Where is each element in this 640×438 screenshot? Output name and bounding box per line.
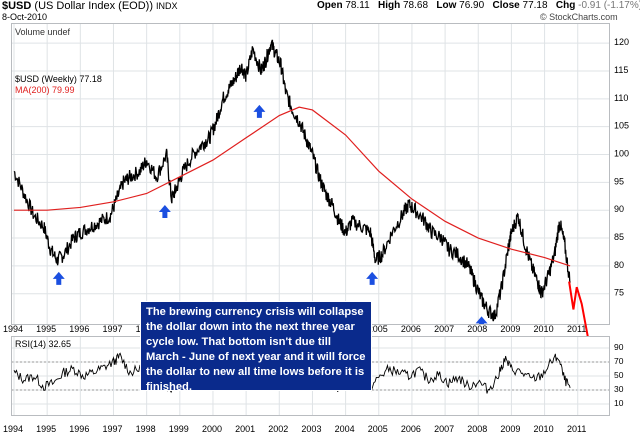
rsi-x-tick-label: 2008	[467, 424, 487, 434]
y-tick-label: 120	[614, 37, 629, 47]
x-tick-label: 1995	[36, 324, 56, 334]
x-tick-label: 2008	[467, 324, 487, 334]
rsi-x-tick-label: 1994	[3, 424, 23, 434]
price-chart	[12, 24, 609, 324]
x-tick-label: 1997	[102, 324, 122, 334]
chg-value: -0.91 (-1.17%)	[578, 0, 640, 11]
y-tick-label: 100	[614, 149, 629, 159]
watermark: © StockCharts.com	[540, 12, 618, 22]
annotation-box: The brewing currency crisis will collaps…	[140, 301, 372, 393]
rsi-x-tick-label: 2009	[500, 424, 520, 434]
price-legend: $USD (Weekly) 77.18	[15, 74, 102, 84]
x-tick-label: 2011	[567, 324, 586, 334]
rsi-x-tick-label: 2002	[268, 424, 288, 434]
ma-legend: MA(200) 79.99	[15, 85, 75, 95]
cycle-low-arrow	[366, 271, 379, 285]
rsi-x-tick-label: 2003	[301, 424, 321, 434]
y-tick-label: 80	[614, 260, 624, 270]
rsi-x-tick-label: 2004	[335, 424, 355, 434]
x-tick-label: 2010	[534, 324, 554, 334]
price-panel: Volume undef $USD (Weekly) 77.18 MA(200)…	[11, 23, 610, 325]
chart-exchange: INDX	[156, 1, 178, 11]
rsi-x-tick-label: 2000	[202, 424, 222, 434]
open-value: 78.11	[345, 0, 370, 11]
rsi-x-tick-label: 2011	[567, 424, 586, 434]
rsi-y-tick-label: 90	[614, 342, 624, 352]
rsi-x-tick-label: 2005	[368, 424, 388, 434]
x-tick-label: 2009	[500, 324, 520, 334]
cycle-low-arrow	[475, 316, 488, 324]
x-tick-label: 1994	[3, 324, 23, 334]
y-tick-label: 95	[614, 176, 624, 186]
y-tick-label: 105	[614, 121, 629, 131]
y-tick-label: 110	[614, 93, 628, 103]
y-tick-label: 75	[614, 288, 624, 298]
close-value: 77.18	[522, 0, 548, 11]
chart-date: 8-Oct-2010	[2, 12, 48, 22]
chart-symbol: $USD (US Dollar Index (EOD)) INDX	[2, 0, 178, 12]
rsi-y-tick-label: 10	[614, 398, 624, 408]
rsi-legend: RSI(14) 32.65	[15, 339, 72, 349]
ma-series-line	[14, 106, 571, 267]
y-tick-label: 90	[614, 204, 624, 214]
rsi-x-tick-label: 2007	[434, 424, 454, 434]
x-tick-label: 1996	[69, 324, 89, 334]
rsi-x-tick-label: 1997	[102, 424, 122, 434]
rsi-x-tick-label: 2010	[534, 424, 554, 434]
rsi-y-tick-label: 30	[614, 384, 624, 394]
x-tick-label: 2006	[401, 324, 421, 334]
x-tick-label: 2007	[434, 324, 454, 334]
y-tick-label: 115	[614, 65, 628, 75]
rsi-y-tick-label: 50	[614, 370, 624, 380]
low-value: 76.90	[459, 0, 485, 11]
rsi-y-tick-label: 70	[614, 356, 624, 366]
rsi-x-tick-label: 1999	[169, 424, 189, 434]
volume-legend: Volume undef	[15, 27, 71, 37]
rsi-x-tick-label: 1995	[36, 424, 56, 434]
high-value: 78.68	[402, 0, 429, 11]
chart-name: (US Dollar Index (EOD))	[34, 0, 153, 12]
rsi-x-tick-label: 2006	[401, 424, 421, 434]
price-series-line	[13, 39, 571, 322]
cycle-low-arrow	[253, 104, 266, 118]
rsi-x-tick-label: 2001	[235, 424, 255, 434]
cycle-low-arrow	[158, 205, 171, 219]
ohlc-readout: Open 78.11 High 78.68 Low 76.90 Close 77…	[317, 0, 640, 11]
cycle-low-arrow	[52, 271, 65, 285]
rsi-x-tick-label: 1998	[136, 424, 156, 434]
rsi-x-tick-label: 1996	[69, 424, 89, 434]
y-tick-label: 85	[614, 232, 624, 242]
